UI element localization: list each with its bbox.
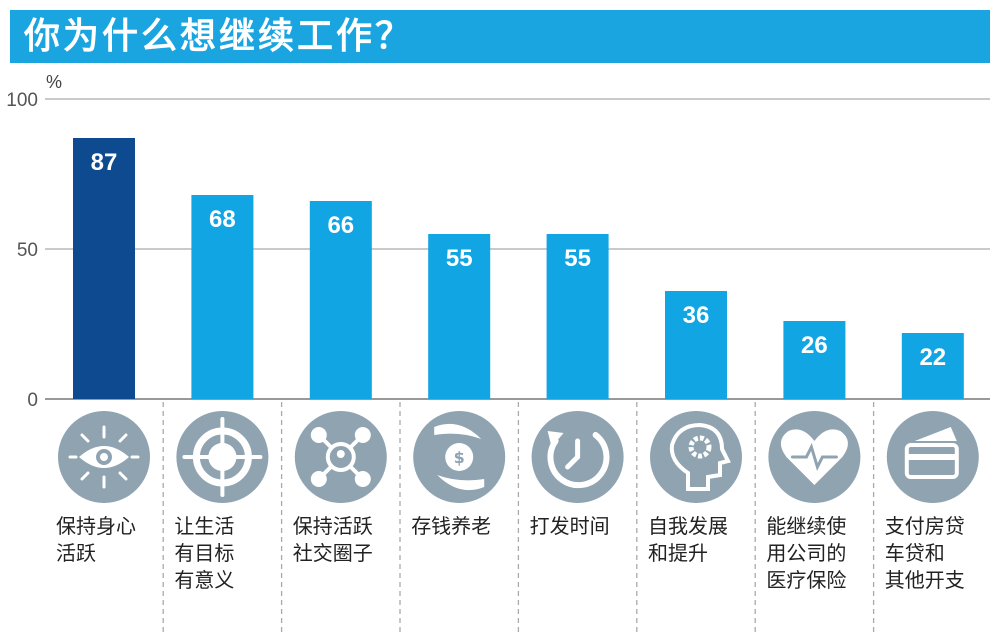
y-tick-label: 50 (17, 240, 38, 261)
x-category-label: 支付房贷 车贷和 其他开支 (884, 514, 965, 592)
y-tick-label: 0 (27, 390, 38, 411)
x-category-label: 存钱养老 (411, 514, 492, 538)
bullseye (208, 443, 237, 471)
icon-stroke (565, 438, 581, 470)
eye-icon (58, 411, 150, 503)
bar-value-label: 55 (446, 245, 473, 272)
icon-stroke (790, 442, 838, 472)
icon-stroke (118, 433, 128, 443)
y-axis-unit: % (46, 72, 62, 92)
bar (191, 195, 254, 399)
person-head (336, 450, 345, 458)
bar (309, 201, 372, 399)
title-bar: 你为什么想继续工作？ (10, 10, 990, 63)
bar-value-label: 36 (683, 302, 710, 329)
bar-value-label: 26 (801, 332, 828, 359)
node (354, 427, 371, 443)
chart-title: 你为什么想继续工作？ (24, 16, 415, 57)
bar-value-label: 87 (91, 149, 118, 176)
icon-stroke (80, 471, 90, 481)
y-tick-label: 100 (6, 90, 38, 111)
bar (428, 234, 491, 399)
bottom-hand (437, 475, 485, 491)
pupil-center (100, 453, 108, 461)
icon-stroke (80, 433, 90, 443)
bar (783, 321, 846, 399)
dollar-sign: $ (454, 448, 465, 467)
bar-value-label: 22 (919, 344, 946, 371)
x-category-label: 自我发展 和提升 (648, 514, 728, 565)
bar (546, 234, 609, 399)
x-category-label: 保持活跃 社交圈子 (292, 514, 373, 565)
coin (445, 443, 474, 471)
node (354, 471, 371, 487)
target-icon (176, 411, 269, 503)
node (310, 427, 327, 443)
bar (73, 138, 135, 399)
node (310, 471, 327, 487)
network-icon (294, 411, 387, 503)
credit-card-icon (886, 411, 979, 503)
clock-icon (531, 411, 624, 503)
heartbeat-icon (768, 411, 861, 503)
head (669, 422, 731, 491)
top-hand (434, 423, 482, 439)
back-card (914, 427, 957, 441)
x-category-label: 打发时间 (529, 514, 610, 538)
bar (665, 291, 727, 399)
x-category-label: 保持身心 活跃 (56, 514, 136, 565)
bar (901, 333, 964, 399)
arrow-head (547, 431, 564, 447)
icon-stroke (118, 471, 128, 481)
card (904, 443, 959, 479)
money-hands-icon: $ (413, 411, 506, 503)
bar-value-label: 66 (327, 212, 354, 239)
gear (688, 435, 712, 459)
bar-value-label: 68 (209, 206, 236, 233)
card-stripe (906, 454, 957, 460)
bar-value-label: 55 (564, 245, 591, 272)
icon-stroke (547, 432, 610, 489)
x-category-label: 让生活 有目标 有意义 (174, 514, 235, 592)
head-gear-icon (650, 411, 742, 503)
x-category-label: 能继续使 用公司的 医疗保险 (766, 514, 847, 592)
